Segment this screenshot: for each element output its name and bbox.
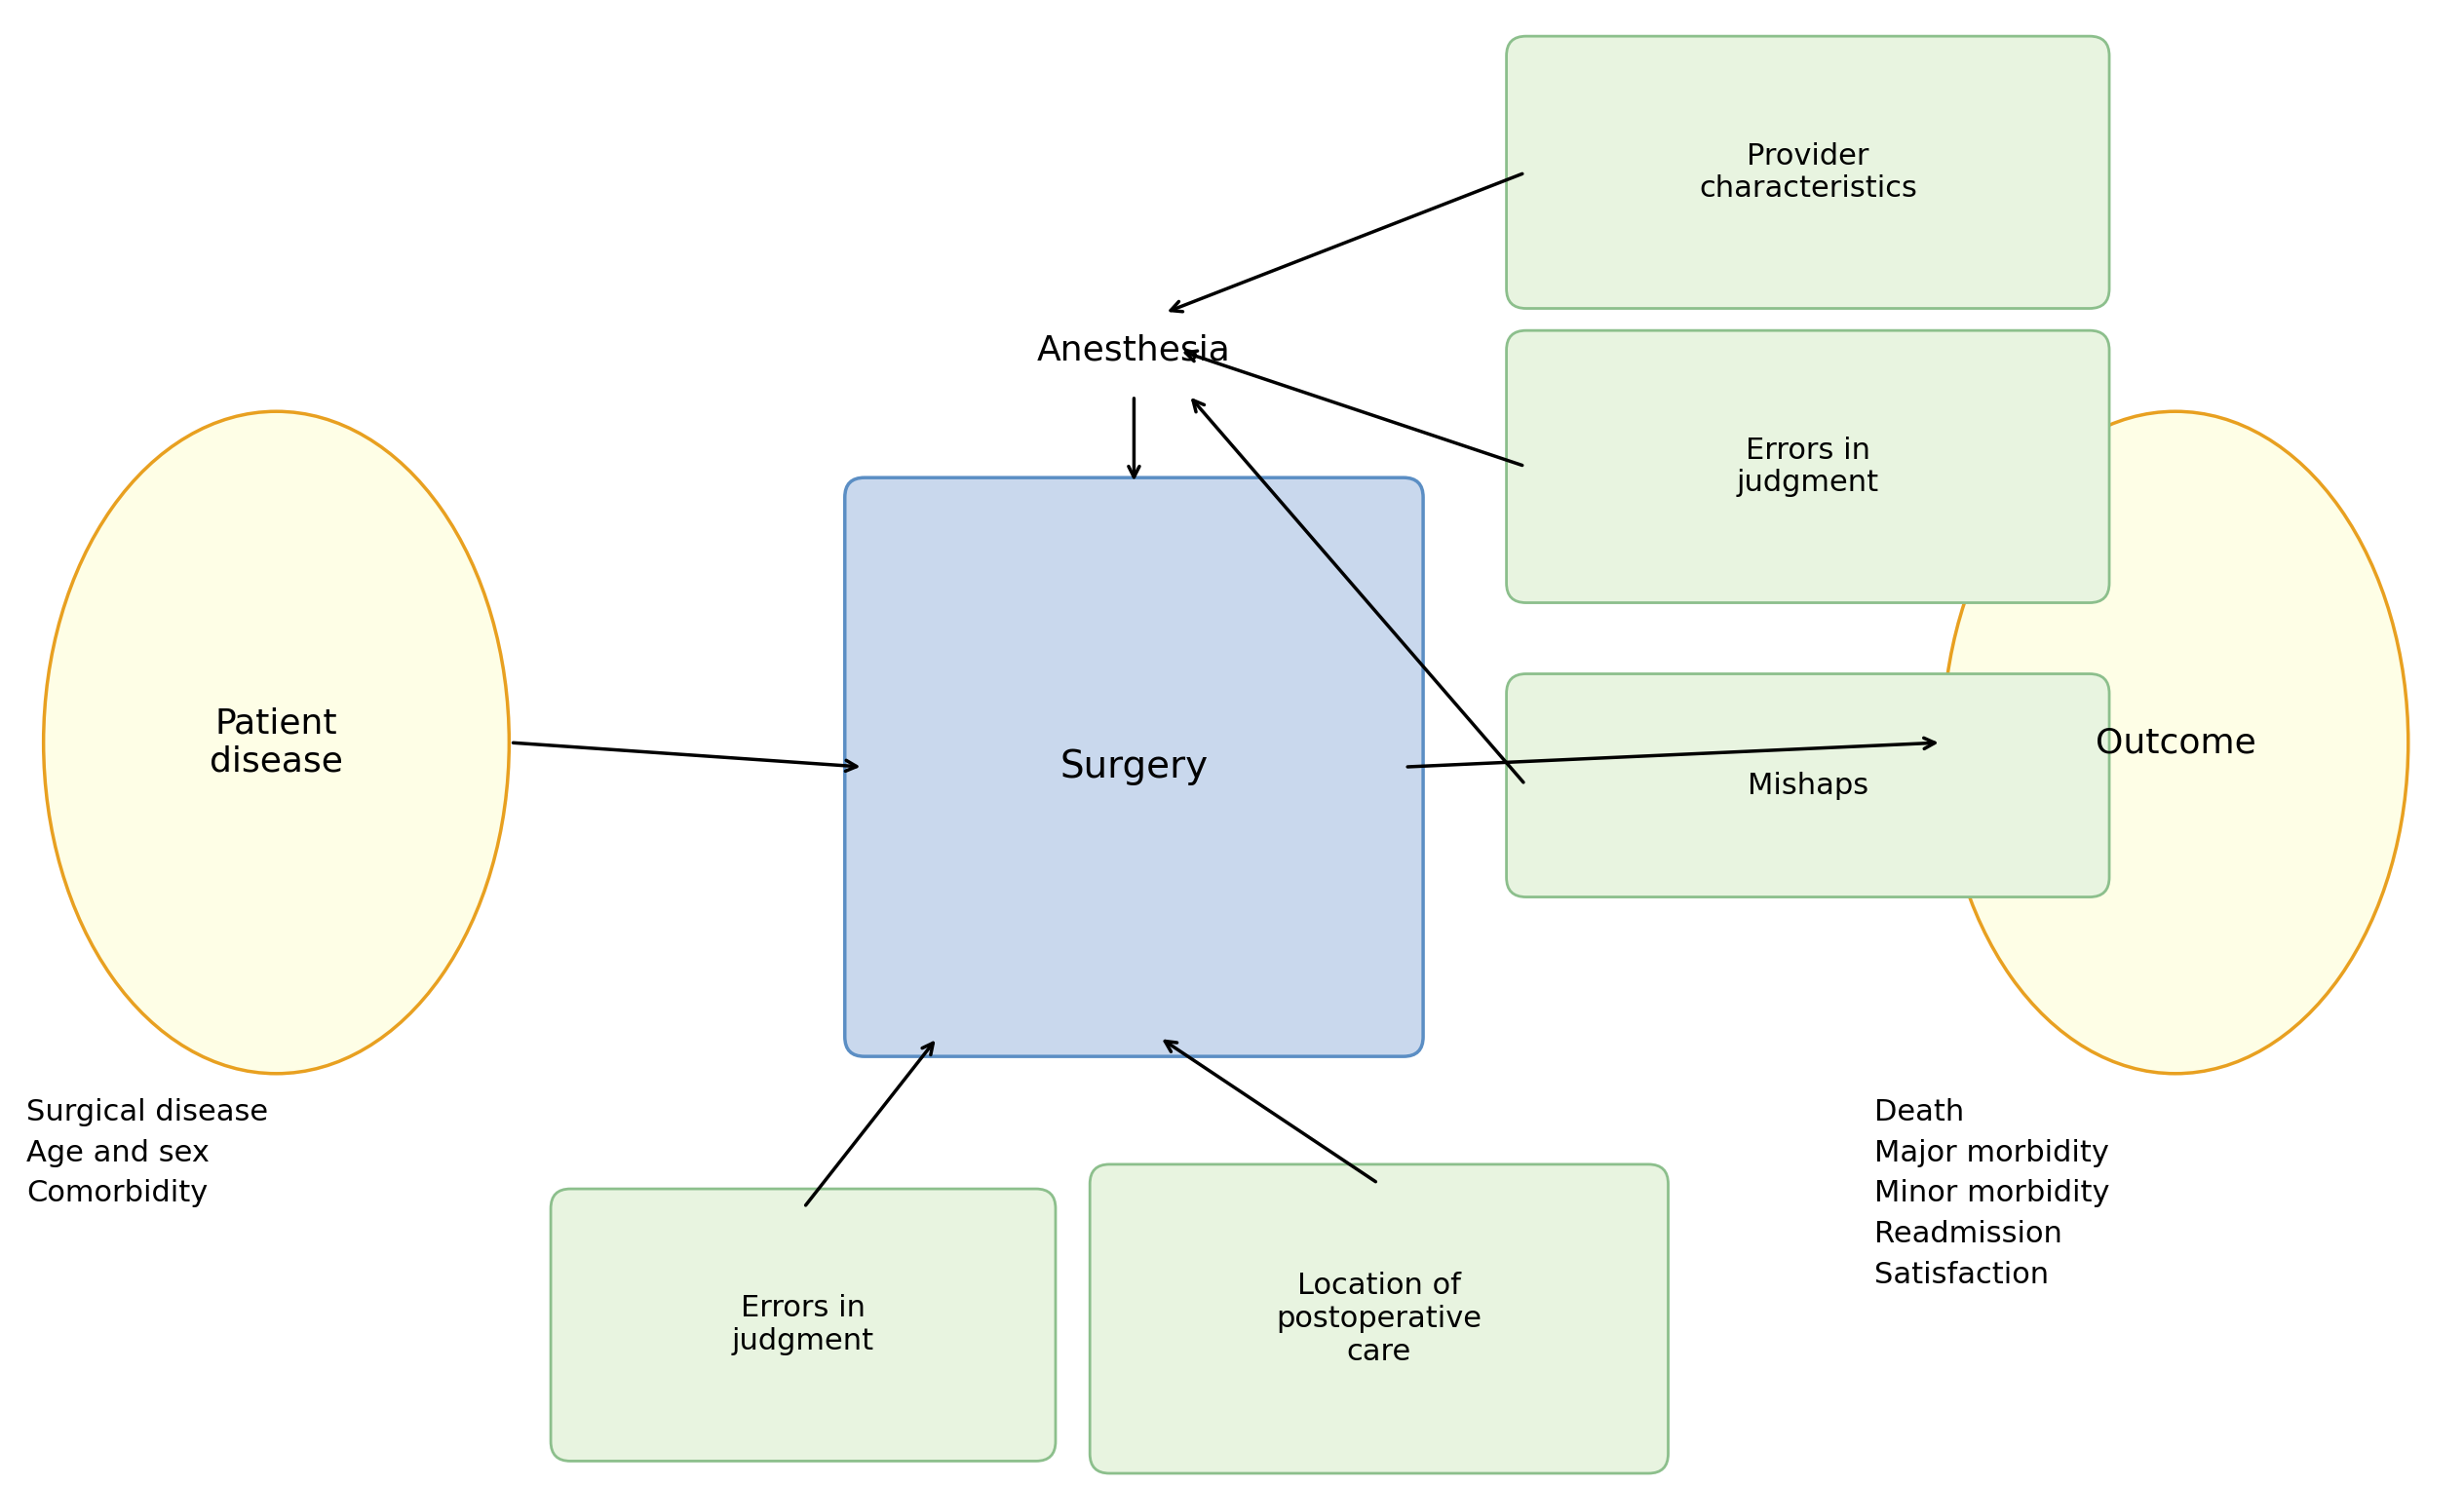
- Text: Mishaps: Mishaps: [1747, 771, 1868, 799]
- FancyBboxPatch shape: [552, 1189, 1055, 1461]
- Text: Errors in
judgment: Errors in judgment: [732, 1295, 875, 1356]
- Text: Location of
postoperative
care: Location of postoperative care: [1276, 1273, 1481, 1366]
- Text: Patient
disease: Patient disease: [209, 707, 342, 778]
- FancyBboxPatch shape: [1506, 331, 2109, 603]
- FancyBboxPatch shape: [1089, 1164, 1668, 1473]
- Text: Surgical disease
Age and sex
Comorbidity: Surgical disease Age and sex Comorbidity: [27, 1097, 269, 1207]
- FancyBboxPatch shape: [1506, 36, 2109, 309]
- Text: Surgery: Surgery: [1060, 748, 1207, 786]
- Text: Provider
characteristics: Provider characteristics: [1698, 141, 1917, 203]
- Text: Anesthesia: Anesthesia: [1037, 334, 1232, 367]
- Ellipse shape: [1942, 411, 2407, 1074]
- FancyBboxPatch shape: [1506, 674, 2109, 897]
- FancyBboxPatch shape: [845, 478, 1424, 1056]
- Text: Death
Major morbidity
Minor morbidity
Readmission
Satisfaction: Death Major morbidity Minor morbidity Re…: [1875, 1097, 2109, 1289]
- Text: Errors in
judgment: Errors in judgment: [1737, 437, 1880, 497]
- Ellipse shape: [44, 411, 510, 1074]
- Text: Outcome: Outcome: [2094, 726, 2255, 759]
